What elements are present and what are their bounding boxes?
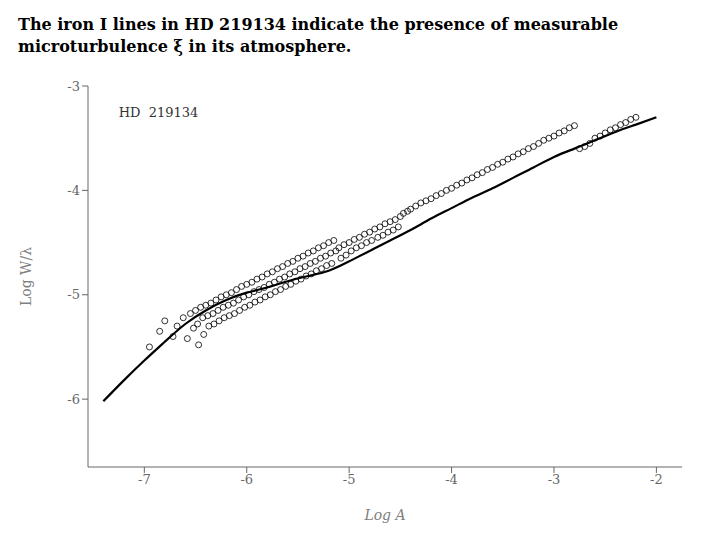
svg-text:-7: -7 <box>138 472 151 487</box>
svg-text:-6: -6 <box>67 392 80 407</box>
svg-text:Log W/λ: Log W/λ <box>18 247 34 306</box>
html-text:microturbulence ξ in its atmos: microturbulence ξ in its atmosphere. <box>18 37 352 56</box>
svg-text:Log A: Log A <box>363 507 405 523</box>
svg-text:-3: -3 <box>67 79 80 94</box>
svg-text:HD 219134: HD 219134 <box>119 105 199 120</box>
html-text:The iron I lines in HD 219134: The iron I lines in HD 219134 indicate t… <box>18 15 619 34</box>
svg-text:-6: -6 <box>240 472 253 487</box>
svg-text:-5: -5 <box>343 472 356 487</box>
svg-text:-3: -3 <box>548 472 561 487</box>
svg-text:-4: -4 <box>445 472 458 487</box>
svg-text:-2: -2 <box>650 472 663 487</box>
svg-text:-5: -5 <box>67 287 80 302</box>
svg-text:-4: -4 <box>67 183 80 198</box>
